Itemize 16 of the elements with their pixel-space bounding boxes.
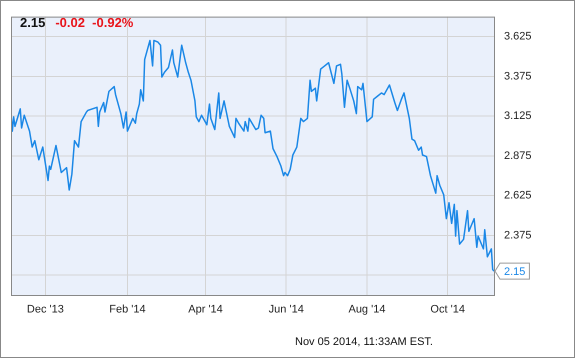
x-tick-label: Feb '14: [109, 304, 146, 316]
x-tick-label: Apr '14: [188, 304, 223, 316]
chart-subtitle: -0.02 -0.92%: [55, 15, 134, 30]
x-tick-label: Dec '13: [26, 304, 64, 316]
y-tick-label: 3.375: [504, 70, 532, 82]
y-tick-label: 3.125: [504, 110, 532, 122]
y-tick-label: 3.625: [504, 30, 532, 43]
x-tick-label: Oct '14: [430, 304, 465, 316]
annotation: 2.15: [504, 266, 526, 278]
y-tick-label: 2.625: [504, 190, 532, 202]
chart-title: 2.15: [20, 15, 46, 30]
x-tick-label: Jun '14: [268, 304, 304, 316]
x-tick-label: Aug '14: [348, 304, 386, 316]
text: Nov 05 2014, 11:33AM EST.: [295, 336, 433, 348]
y-tick-label: 2.375: [504, 229, 532, 242]
y-tick-label: 2.875: [504, 150, 532, 162]
